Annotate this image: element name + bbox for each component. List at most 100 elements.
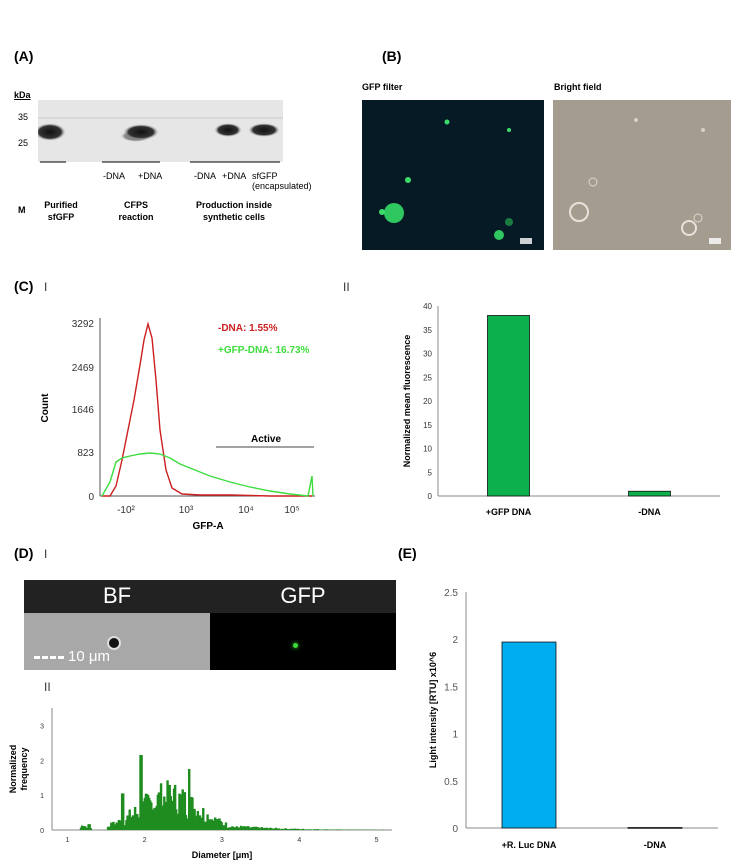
lane-label: sfGFP (encapsulated) bbox=[252, 171, 312, 191]
cell-dot bbox=[109, 638, 119, 648]
lane-underlines bbox=[40, 161, 280, 163]
histogram-bar bbox=[258, 828, 261, 830]
histogram-bar bbox=[140, 755, 143, 830]
y-tick-label: 0 bbox=[88, 492, 94, 503]
y-tick-label: 5 bbox=[428, 468, 433, 477]
x-tick-label: +R. Luc DNA bbox=[502, 840, 557, 850]
diameter-histogram: Normalizedfrequency Diameter [μm] 0 1 2 3 1 2… bbox=[8, 708, 392, 860]
x-tick-label: 5 bbox=[375, 837, 379, 844]
histogram-bar bbox=[80, 825, 84, 830]
x-tick-label: 10⁴ bbox=[238, 505, 253, 516]
histogram-bar bbox=[188, 769, 191, 830]
y-tick-label: 25 bbox=[423, 373, 432, 382]
panel-a-label: (A) bbox=[14, 48, 34, 64]
bar bbox=[487, 315, 530, 497]
gfp-header: GFP bbox=[280, 583, 326, 608]
y-tick-label: 3292 bbox=[72, 319, 95, 330]
bf-header: BF bbox=[102, 583, 132, 608]
y-tick-label: 40 bbox=[423, 302, 432, 311]
y-tick-label: 0 bbox=[40, 828, 44, 835]
bar bbox=[501, 641, 557, 829]
histogram-bar bbox=[89, 828, 92, 830]
x-tick-label: -DNA bbox=[638, 507, 661, 517]
histogram-bar bbox=[275, 828, 279, 830]
x-tick-label: 10⁵ bbox=[284, 505, 299, 516]
lane-label: +DNA bbox=[138, 171, 163, 181]
x-tick-label: -DNA bbox=[644, 840, 667, 850]
histogram-bar bbox=[325, 829, 328, 830]
bright-field-title: Bright field bbox=[554, 82, 602, 92]
lane-label: +DNA bbox=[222, 171, 247, 181]
brightfield-micrograph bbox=[553, 100, 731, 250]
histogram-bar bbox=[191, 797, 194, 830]
group-label: Purified sfGFP bbox=[44, 200, 78, 222]
histogram-bar bbox=[150, 802, 153, 830]
luciferase-bar-chart: Light intensity [RTU] x10^6 0 0.5 1 1.5 2 2.5… bbox=[428, 588, 718, 850]
histogram-bar bbox=[196, 810, 200, 830]
y-tick-label: 3 bbox=[40, 723, 44, 730]
panel-d-label: (D) bbox=[14, 545, 34, 561]
lane-label: -DNA bbox=[103, 171, 125, 181]
x-axis-label: Diameter [μm] bbox=[192, 850, 253, 860]
bar bbox=[627, 827, 683, 829]
y-tick-label: 0 bbox=[452, 824, 458, 835]
panel-e-label: (E) bbox=[398, 545, 417, 561]
histogram-bar bbox=[224, 822, 228, 830]
y-tick-label: 1 bbox=[452, 730, 458, 741]
x-tick-label: 2 bbox=[143, 837, 147, 844]
marker-35-label: 35 bbox=[18, 112, 29, 122]
active-gate-label: Active bbox=[251, 434, 281, 445]
histogram-bar bbox=[118, 820, 122, 830]
flow-histogram: 3292 2469 1646 823 0 -10² 10³ 10⁴ 10⁵ Ac… bbox=[40, 318, 315, 530]
x-tick-label: 1 bbox=[66, 837, 70, 844]
fluorescence-bar-chart: Normalized mean fluorescence 0 5 10 15 20 25 3… bbox=[402, 302, 720, 517]
y-tick-label: 2 bbox=[40, 758, 44, 765]
western-blot-image bbox=[38, 100, 283, 162]
marker-25-label: 25 bbox=[18, 138, 29, 148]
y-tick-label: 1.5 bbox=[444, 682, 458, 693]
y-axis-label: Count bbox=[40, 393, 51, 423]
pos-legend: +GFP-DNA: 16.73% bbox=[218, 345, 310, 356]
panel-c-label: (C) bbox=[14, 278, 34, 294]
histogram-bar bbox=[270, 828, 273, 830]
lane-label: -DNA bbox=[194, 171, 216, 181]
histogram-bar bbox=[297, 828, 300, 830]
y-tick-label: 2 bbox=[452, 635, 458, 646]
panel-b-label: (B) bbox=[382, 48, 402, 64]
y-tick-label: 30 bbox=[423, 350, 432, 359]
x-tick-label: +GFP DNA bbox=[486, 507, 532, 517]
y-tick-label: 20 bbox=[423, 397, 432, 406]
panel-d-ii-label: II bbox=[44, 680, 51, 694]
histogram-bar bbox=[277, 828, 281, 830]
y-tick-label: 10 bbox=[423, 445, 432, 454]
histogram-bar bbox=[183, 792, 187, 830]
group-label: CFPS reaction bbox=[118, 200, 154, 222]
y-axis-label: Normalizedfrequency bbox=[8, 745, 29, 794]
x-tick-label: 10³ bbox=[179, 505, 194, 516]
histogram-bar bbox=[285, 828, 288, 830]
histogram-bar bbox=[211, 820, 215, 830]
histogram-bar bbox=[302, 829, 306, 830]
neg-histogram-line bbox=[102, 321, 312, 497]
panel-c-i-label: I bbox=[44, 280, 48, 294]
y-axis-label: Light intensity [RTU] x10^6 bbox=[428, 652, 438, 768]
histogram-bar bbox=[159, 783, 163, 830]
y-axis-label: Normalized mean fluorescence bbox=[402, 335, 412, 468]
scale-bar bbox=[34, 656, 64, 659]
gfp-micrograph bbox=[362, 100, 544, 250]
marker-lane-label: M bbox=[18, 205, 26, 215]
y-tick-label: 823 bbox=[77, 448, 94, 459]
gfp-image bbox=[210, 613, 396, 670]
y-tick-label: 2.5 bbox=[444, 588, 458, 599]
histogram-bar bbox=[110, 822, 113, 830]
x-axis-label: GFP-A bbox=[192, 521, 223, 530]
histogram-bar bbox=[316, 829, 320, 830]
histogram-bar bbox=[229, 827, 232, 830]
histogram-bar bbox=[202, 808, 205, 830]
size-strip-header bbox=[24, 580, 396, 613]
neg-legend: -DNA: 1.55% bbox=[218, 323, 278, 334]
histogram-bar bbox=[122, 793, 125, 830]
histogram-bar bbox=[206, 814, 209, 830]
x-tick-label: 4 bbox=[297, 837, 301, 844]
x-tick-label: 3 bbox=[220, 837, 224, 844]
